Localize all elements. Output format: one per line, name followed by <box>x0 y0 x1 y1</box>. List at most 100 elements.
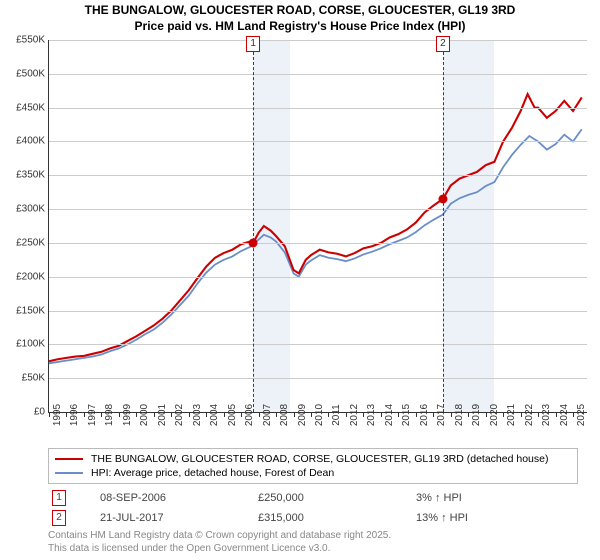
sales-legend: 108-SEP-2006£250,0003% ↑ HPI221-JUL-2017… <box>48 488 578 528</box>
x-axis-label: 2002 <box>174 404 185 426</box>
x-tick <box>503 412 504 417</box>
x-tick <box>276 412 277 417</box>
legend-row: THE BUNGALOW, GLOUCESTER ROAD, CORSE, GL… <box>55 452 571 466</box>
x-axis-label: 2017 <box>436 404 447 426</box>
sale-marker-dot <box>249 238 258 247</box>
sale-marker-box: 1 <box>246 36 260 52</box>
line-series-svg <box>49 40 587 412</box>
gridline <box>49 311 587 312</box>
gridline <box>49 74 587 75</box>
x-tick <box>294 412 295 417</box>
x-tick <box>556 412 557 417</box>
chart-plot-area: £0£50K£100K£150K£200K£250K£300K£350K£400… <box>48 40 586 412</box>
x-tick <box>538 412 539 417</box>
sale-date: 08-SEP-2006 <box>96 488 254 508</box>
x-axis-label: 2009 <box>297 404 308 426</box>
x-axis-label: 2022 <box>524 404 535 426</box>
sales-table: 108-SEP-2006£250,0003% ↑ HPI221-JUL-2017… <box>48 488 578 528</box>
sale-marker-line <box>443 52 444 412</box>
x-tick <box>189 412 190 417</box>
x-axis-label: 2008 <box>279 404 290 426</box>
x-axis-label: 2010 <box>314 404 325 426</box>
gridline <box>49 175 587 176</box>
y-axis-label: £350K <box>16 170 45 181</box>
x-tick <box>363 412 364 417</box>
credit-line-2: This data is licensed under the Open Gov… <box>48 543 330 554</box>
gridline <box>49 378 587 379</box>
x-axis-label: 2001 <box>157 404 168 426</box>
sale-delta: 13% ↑ HPI <box>412 508 578 528</box>
x-axis-label: 2015 <box>401 404 412 426</box>
gridline <box>49 108 587 109</box>
x-axis-label: 2004 <box>209 404 220 426</box>
sale-marker-dot <box>438 194 447 203</box>
x-axis-label: 2021 <box>506 404 517 426</box>
y-axis-label: £150K <box>16 305 45 316</box>
x-tick <box>468 412 469 417</box>
chart-title: THE BUNGALOW, GLOUCESTER ROAD, CORSE, GL… <box>0 0 600 34</box>
x-tick <box>101 412 102 417</box>
title-line-1: THE BUNGALOW, GLOUCESTER ROAD, CORSE, GL… <box>85 3 516 17</box>
y-axis-label: £450K <box>16 102 45 113</box>
x-axis-label: 2007 <box>262 404 273 426</box>
x-axis-label: 2005 <box>227 404 238 426</box>
sale-number-box: 1 <box>52 490 66 506</box>
legend-label: THE BUNGALOW, GLOUCESTER ROAD, CORSE, GL… <box>91 453 548 465</box>
x-axis-label: 2019 <box>471 404 482 426</box>
series-legend: THE BUNGALOW, GLOUCESTER ROAD, CORSE, GL… <box>48 448 578 484</box>
y-axis-label: £200K <box>16 271 45 282</box>
y-axis-label: £0 <box>34 407 45 418</box>
x-axis-label: 2003 <box>192 404 203 426</box>
x-tick <box>486 412 487 417</box>
x-tick <box>224 412 225 417</box>
x-axis-label: 2011 <box>331 404 342 426</box>
legend-row: HPI: Average price, detached house, Fore… <box>55 466 571 480</box>
x-axis-label: 2018 <box>454 404 465 426</box>
x-tick <box>433 412 434 417</box>
x-tick <box>241 412 242 417</box>
y-axis-label: £100K <box>16 339 45 350</box>
x-tick <box>451 412 452 417</box>
x-tick <box>311 412 312 417</box>
sale-date: 21-JUL-2017 <box>96 508 254 528</box>
sale-row: 108-SEP-2006£250,0003% ↑ HPI <box>48 488 578 508</box>
x-axis-label: 2016 <box>419 404 430 426</box>
x-tick <box>381 412 382 417</box>
x-tick <box>259 412 260 417</box>
legend-swatch <box>55 472 83 474</box>
gridline <box>49 209 587 210</box>
data-credit: Contains HM Land Registry data © Crown c… <box>48 530 391 555</box>
gridline <box>49 344 587 345</box>
title-line-2: Price paid vs. HM Land Registry's House … <box>135 19 466 33</box>
x-tick <box>66 412 67 417</box>
x-tick <box>328 412 329 417</box>
gridline <box>49 141 587 142</box>
x-axis-label: 2020 <box>489 404 500 426</box>
x-tick <box>573 412 574 417</box>
sale-price: £315,000 <box>254 508 412 528</box>
x-tick <box>346 412 347 417</box>
x-tick <box>398 412 399 417</box>
series-line <box>49 94 582 361</box>
sale-marker-line <box>253 52 254 412</box>
plot-box: £0£50K£100K£150K£200K£250K£300K£350K£400… <box>48 40 587 413</box>
x-axis-label: 2012 <box>349 404 360 426</box>
gridline <box>49 40 587 41</box>
sale-row: 2 21-JUL-2017£315,00013% ↑ HPI <box>48 508 578 528</box>
x-axis-label: 1998 <box>104 404 115 426</box>
credit-line-1: Contains HM Land Registry data © Crown c… <box>48 530 391 541</box>
y-axis-label: £250K <box>16 237 45 248</box>
sale-delta: 3% ↑ HPI <box>412 488 578 508</box>
y-axis-label: £550K <box>16 35 45 46</box>
sale-number-box: 2 <box>52 510 66 526</box>
x-tick <box>416 412 417 417</box>
chart-container: THE BUNGALOW, GLOUCESTER ROAD, CORSE, GL… <box>0 0 600 560</box>
sale-marker-box: 2 <box>436 36 450 52</box>
y-axis-label: £300K <box>16 204 45 215</box>
x-axis-label: 1996 <box>69 404 80 426</box>
y-axis-label: £400K <box>16 136 45 147</box>
x-axis-label: 1995 <box>52 404 63 426</box>
x-tick <box>84 412 85 417</box>
x-axis-label: 2014 <box>384 404 395 426</box>
y-axis-label: £50K <box>22 373 45 384</box>
